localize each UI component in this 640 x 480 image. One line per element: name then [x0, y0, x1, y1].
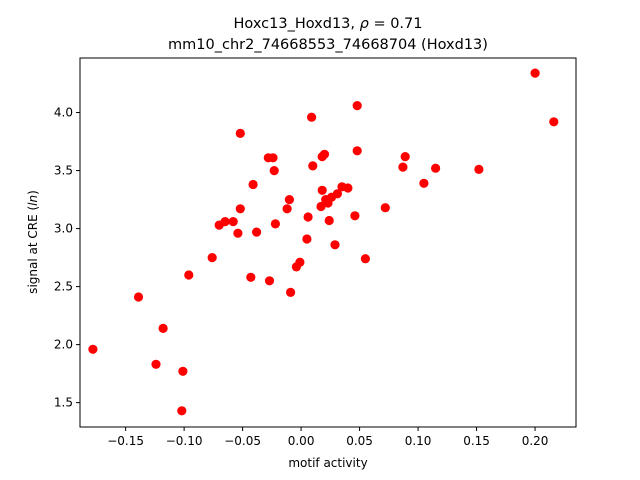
data-point-16: [252, 227, 262, 237]
chart-title-main: Hoxc13_Hoxd13,: [234, 16, 360, 32]
y-tick-label-1: 2.0: [54, 338, 73, 352]
data-point-32: [317, 185, 327, 195]
data-point-15: [248, 179, 258, 190]
data-point-20: [269, 166, 279, 176]
data-point-13: [235, 204, 245, 214]
y-tick-label-2: 2.5: [54, 280, 73, 294]
data-point-0: [88, 344, 98, 354]
data-point-1: [133, 292, 144, 302]
data-point-44: [352, 101, 362, 111]
y-tick-label-3: 3.0: [54, 222, 73, 236]
y-axis-label-prefix: signal at CRE (: [26, 206, 40, 294]
data-point-52: [474, 164, 484, 174]
data-point-4: [178, 366, 188, 376]
chart-title-rho: ρ: [360, 16, 370, 32]
x-axis-ticks: −0.15 −0.10 −0.05 0.00 0.05 0.10 0.15 0.20: [107, 427, 548, 448]
x-tick-label-1: −0.10: [166, 434, 203, 448]
x-tick-label-7: 0.20: [522, 434, 549, 448]
x-tick-label-2: −0.05: [224, 434, 261, 448]
data-point-50: [419, 178, 429, 188]
chart-subtitle: mm10_chr2_74668553_74668704 (Hoxd13): [168, 37, 488, 53]
data-point-23: [284, 195, 294, 205]
data-point-27: [302, 234, 312, 244]
y-axis-label-suffix: ): [26, 190, 40, 195]
data-points: [88, 68, 559, 416]
data-point-30: [308, 161, 318, 171]
data-point-3: [158, 323, 168, 333]
data-point-47: [380, 203, 390, 213]
data-point-29: [307, 112, 317, 122]
data-point-19: [268, 153, 278, 163]
data-point-14: [246, 272, 256, 282]
data-point-22: [282, 204, 292, 214]
chart-title: Hoxc13_Hoxd13, ρ = 0.71: [234, 16, 423, 32]
data-point-39: [330, 240, 340, 250]
x-tick-label-0: −0.15: [107, 434, 144, 448]
data-point-48: [398, 162, 408, 172]
data-point-6: [184, 270, 194, 280]
y-tick-label-0: 1.5: [54, 396, 73, 410]
data-point-21: [270, 219, 280, 229]
x-tick-label-4: 0.05: [346, 434, 373, 448]
data-point-7: [207, 253, 217, 263]
y-axis-label: signal at CRE (ln): [26, 190, 40, 294]
data-point-42: [343, 183, 353, 193]
data-point-40: [332, 189, 342, 199]
chart-title-rho-value: = 0.71: [369, 16, 423, 32]
data-point-53: [530, 68, 540, 78]
data-point-43: [350, 211, 360, 221]
data-point-10: [228, 217, 238, 227]
data-point-49: [400, 152, 410, 162]
data-point-2: [151, 359, 161, 369]
x-tick-label-3: 0.00: [288, 434, 315, 448]
data-point-9: [220, 217, 230, 227]
data-point-11: [233, 228, 243, 238]
data-point-24: [286, 287, 296, 297]
x-axis-label: motif activity: [288, 456, 367, 470]
data-point-18: [264, 276, 275, 286]
y-tick-label-4: 3.5: [54, 164, 73, 178]
y-axis-ticks: 1.5 2.0 2.5 3.0 3.5 4.0: [54, 106, 80, 410]
plot-area-frame: [79, 57, 577, 428]
data-point-31: [316, 201, 326, 212]
data-point-54: [549, 117, 559, 127]
data-point-12: [235, 128, 245, 138]
x-tick-label-6: 0.15: [463, 434, 490, 448]
data-point-34: [319, 149, 330, 159]
data-point-5: [177, 406, 187, 416]
data-point-37: [324, 215, 334, 226]
data-point-51: [431, 163, 441, 173]
data-point-28: [303, 212, 313, 222]
data-point-46: [360, 254, 370, 264]
x-tick-label-5: 0.10: [405, 434, 432, 448]
data-point-26: [295, 257, 305, 267]
data-point-45: [352, 146, 362, 156]
y-tick-label-5: 4.0: [54, 106, 73, 120]
y-axis-label-italic: ln: [26, 195, 40, 206]
